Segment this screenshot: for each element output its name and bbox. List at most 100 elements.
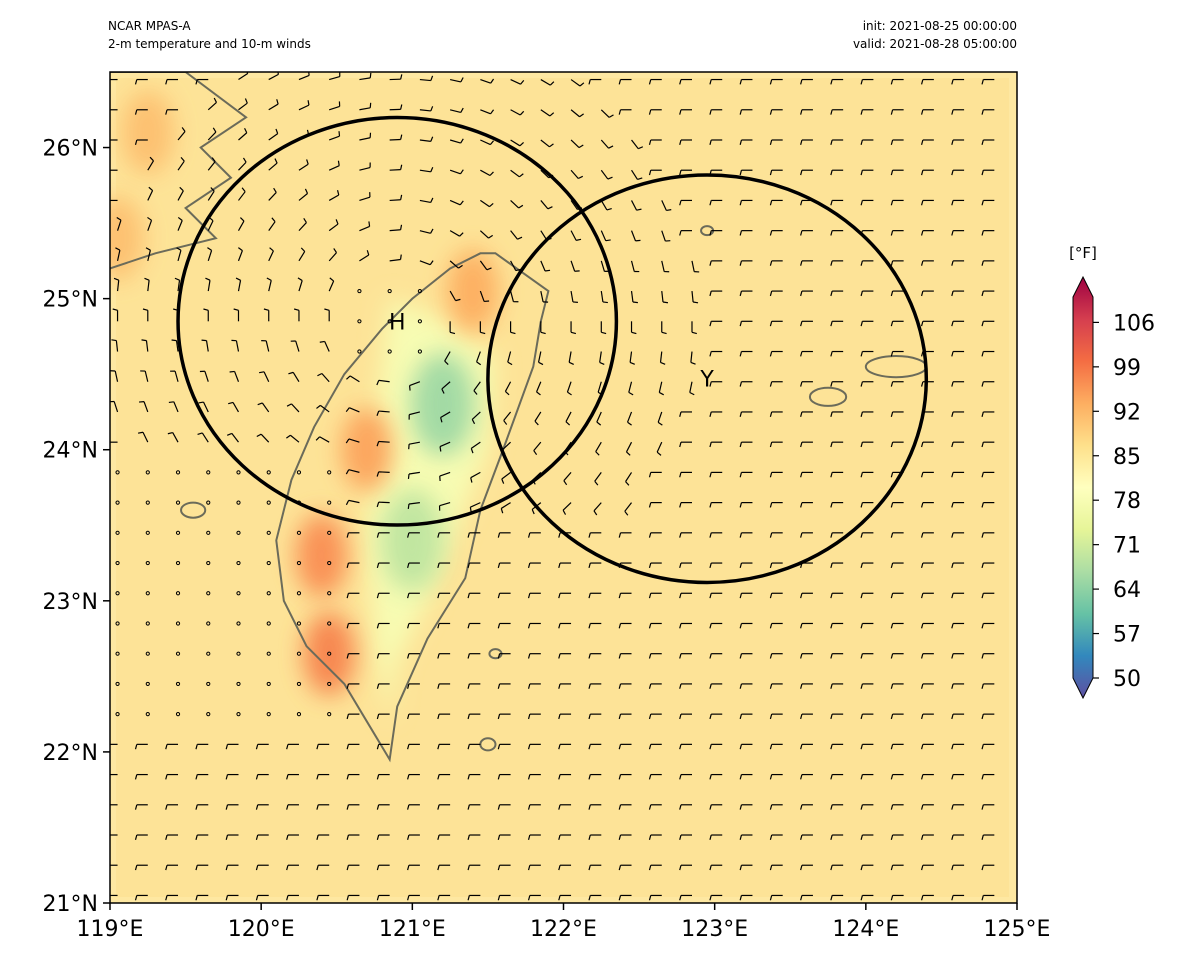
wind-barb-flag	[860, 472, 863, 478]
wind-barb-flag	[679, 562, 682, 569]
wind-barb-flag	[920, 321, 924, 327]
wind-barb-flag	[860, 532, 863, 538]
wind-barb-flag	[890, 774, 894, 780]
wind-barb-flag	[579, 82, 585, 87]
wind-barb-flag	[588, 593, 591, 599]
wind-barb-flag	[588, 653, 591, 659]
wind-barb-flag	[225, 774, 229, 780]
wind-barb-flag	[588, 744, 591, 750]
x-tick-label: 123°E	[681, 917, 748, 942]
wind-barb-flag	[376, 471, 380, 477]
wind-barb-flag	[565, 421, 571, 426]
wind-barb	[408, 471, 420, 475]
wind-barb-flag	[648, 683, 652, 689]
wind-barb-flag	[739, 290, 743, 297]
wind-barb-flag	[308, 72, 310, 76]
wind-barb	[593, 502, 602, 512]
wind-barb-flag	[981, 170, 984, 176]
wind-barb	[600, 230, 607, 241]
wind-barb-flag	[605, 239, 611, 242]
wind-barb	[349, 375, 360, 383]
wind-barb	[689, 381, 693, 393]
wind-barb-flag	[407, 834, 410, 840]
wind-barb-flag	[346, 653, 350, 659]
wind-barb-flag	[739, 804, 743, 810]
wind-barb-flag	[981, 865, 984, 871]
wind-barb-flag	[860, 79, 863, 85]
wind-barb	[298, 251, 306, 262]
wind-barb-flag	[519, 110, 525, 116]
wind-barb	[268, 221, 276, 231]
wind-barb-flag	[890, 472, 894, 478]
wind-barb-flag	[920, 79, 924, 85]
wind-barb-flag	[179, 186, 184, 192]
wind-barb-flag	[800, 170, 803, 176]
wind-barb-flag	[440, 417, 443, 423]
wind-barb-flag	[769, 865, 773, 871]
wind-barb-flag	[400, 224, 403, 230]
wind-barb-flag	[648, 623, 652, 629]
colorbar-tick-label: 92	[1113, 400, 1141, 425]
wind-barb	[626, 411, 633, 423]
wind-barb-flag	[467, 865, 470, 871]
wind-barb	[328, 135, 340, 141]
wind-barb-flag	[830, 744, 833, 750]
wind-barb-flag	[709, 411, 712, 417]
wind-barb-flag	[800, 381, 803, 387]
wind-barb-flag	[467, 653, 470, 659]
wind-barb	[378, 440, 390, 443]
wind-barb-flag	[519, 141, 524, 147]
wind-barb-flag	[769, 683, 773, 689]
wind-barb-flag	[951, 230, 954, 236]
wind-barb-flag	[618, 713, 622, 720]
wind-barb-flag	[527, 774, 531, 780]
wind-barb-flag	[607, 176, 613, 180]
wind-barb-flag	[563, 480, 568, 486]
wind-barb-flag	[951, 472, 954, 478]
wind-barb	[359, 77, 371, 81]
wind-barb-flag	[800, 290, 803, 297]
wind-barb-flag	[637, 177, 643, 181]
wind-barb-flag	[666, 209, 672, 212]
wind-barb-flag	[769, 381, 773, 387]
wind-barb-flag	[739, 442, 743, 448]
wind-barb	[202, 401, 209, 413]
wind-barb-flag	[304, 188, 309, 194]
wind-barb-flag	[981, 290, 984, 297]
wind-barb	[534, 411, 542, 422]
wind-barb-flag	[558, 895, 561, 901]
calm-marker	[206, 470, 211, 475]
wind-barb-flag	[141, 339, 147, 342]
colorbar-tick-label: 50	[1113, 667, 1141, 692]
wind-barb	[661, 260, 665, 272]
field-interior	[116, 78, 1009, 897]
wind-barb-flag	[174, 277, 180, 281]
wind-barb-flag	[769, 290, 773, 297]
wind-barb-flag	[441, 388, 445, 394]
wind-barb-flag	[618, 532, 622, 538]
wind-barb-flag	[830, 200, 833, 206]
wind-barb-flag	[594, 480, 599, 486]
wind-barb	[298, 193, 308, 201]
wind-barb-flag	[860, 713, 863, 720]
calm-marker	[327, 530, 332, 535]
wind-barb-flag	[951, 895, 954, 901]
calm-marker	[266, 560, 271, 566]
wind-barb-flag	[558, 744, 561, 750]
wind-barb-flag	[830, 442, 833, 448]
wind-barb	[631, 169, 638, 180]
calm-marker	[115, 681, 120, 687]
wind-barb	[116, 219, 122, 231]
wind-barb-flag	[134, 109, 138, 115]
wind-barb	[205, 340, 209, 352]
wind-barb-flag	[890, 834, 894, 840]
wind-barb-flag	[920, 200, 924, 206]
wind-barb-flag	[259, 371, 265, 374]
wind-barb	[510, 260, 517, 271]
wind-barb	[265, 340, 270, 352]
wind-barb-flag	[368, 221, 371, 227]
wind-barb	[268, 133, 279, 141]
wind-barb	[449, 78, 461, 83]
wind-barb-flag	[951, 804, 954, 810]
wind-barb-flag	[800, 804, 803, 810]
